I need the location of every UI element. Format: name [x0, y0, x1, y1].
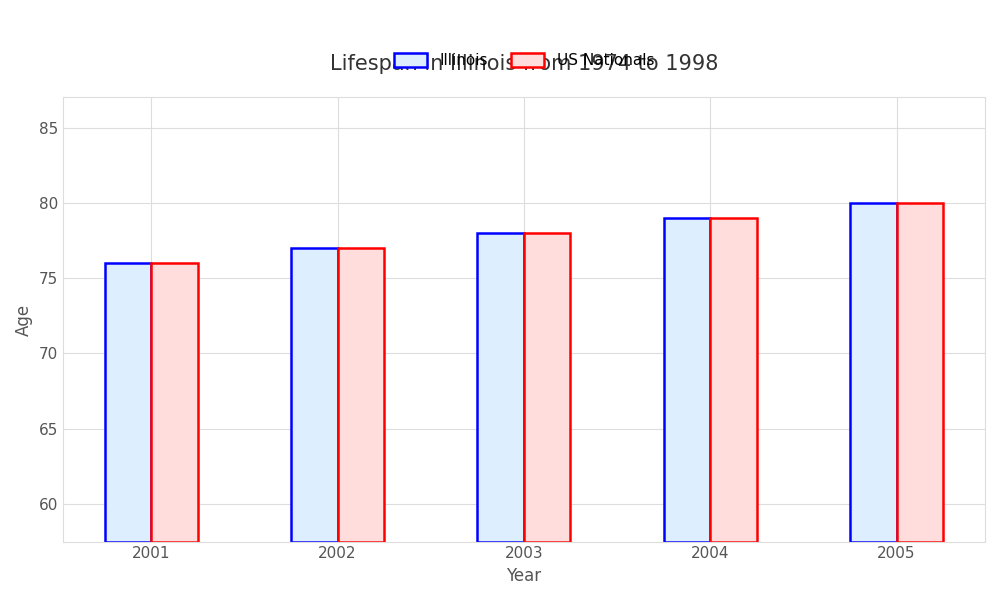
Bar [151, 263, 198, 542]
Legend: Illinois, US Nationals: Illinois, US Nationals [387, 47, 660, 74]
Bar [105, 263, 151, 542]
Bar [477, 233, 524, 542]
Bar [338, 248, 384, 542]
Bar [524, 233, 570, 542]
X-axis label: Year: Year [506, 567, 541, 585]
Bar [710, 218, 757, 542]
Bar [291, 248, 338, 542]
Bar [897, 203, 943, 542]
Y-axis label: Age: Age [15, 304, 33, 335]
Bar [664, 218, 710, 542]
Title: Lifespan in Illinois from 1974 to 1998: Lifespan in Illinois from 1974 to 1998 [330, 53, 718, 74]
Bar [850, 203, 897, 542]
